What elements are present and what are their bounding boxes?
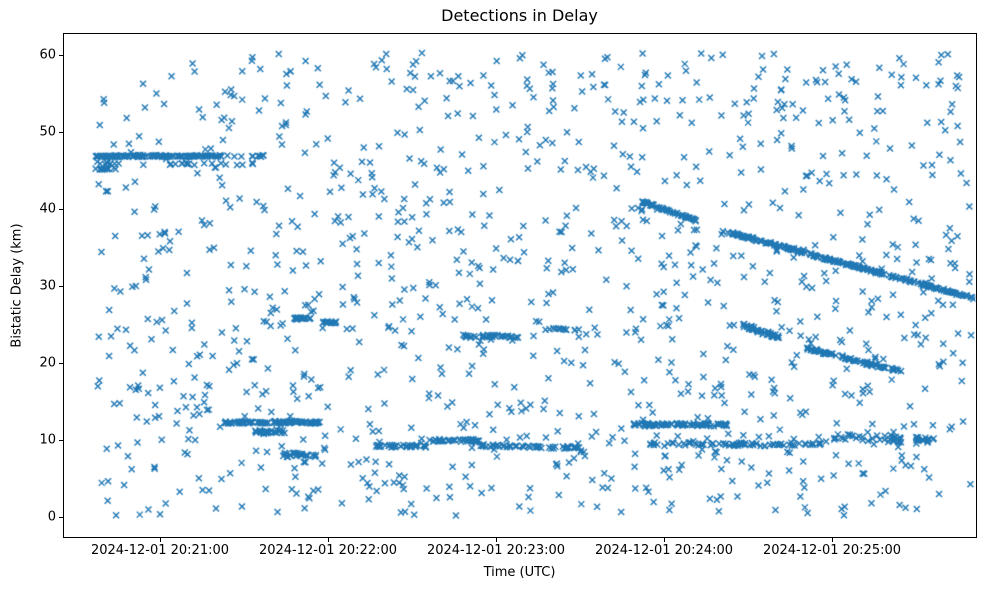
x-tick-label: 2024-12-01 20:22:00 xyxy=(258,543,398,558)
x-tick-mark xyxy=(160,538,161,542)
y-tick-label: 10 xyxy=(39,432,56,448)
y-tick-mark xyxy=(59,132,63,133)
x-tick-mark xyxy=(328,538,329,542)
y-tick-label: 30 xyxy=(39,278,56,294)
y-tick-label: 50 xyxy=(39,124,56,140)
y-tick-mark xyxy=(59,55,63,56)
x-tick-label: 2024-12-01 20:23:00 xyxy=(426,543,566,558)
y-tick-label: 20 xyxy=(39,355,56,371)
x-axis-label: Time (UTC) xyxy=(483,565,556,580)
y-tick-mark xyxy=(59,209,63,210)
x-tick-label: 2024-12-01 20:21:00 xyxy=(90,543,230,558)
y-tick-label: 40 xyxy=(39,201,56,217)
y-tick-mark xyxy=(59,517,63,518)
x-tick-mark xyxy=(664,538,665,542)
x-tick-mark xyxy=(496,538,497,542)
y-tick-mark xyxy=(59,440,63,441)
x-tick-mark xyxy=(832,538,833,542)
x-tick-label: 2024-12-01 20:25:00 xyxy=(762,543,902,558)
y-tick-label: 60 xyxy=(39,47,56,63)
y-tick-mark xyxy=(59,363,63,364)
y-axis-label: Bistatic Delay (km) xyxy=(9,223,25,348)
y-tick-mark xyxy=(59,286,63,287)
y-tick-label: 0 xyxy=(47,509,56,525)
x-tick-label: 2024-12-01 20:24:00 xyxy=(594,543,734,558)
